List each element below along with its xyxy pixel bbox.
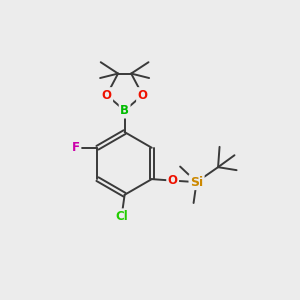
Text: Si: Si — [190, 176, 203, 189]
Text: O: O — [102, 88, 112, 102]
Text: F: F — [72, 141, 80, 154]
Text: O: O — [168, 174, 178, 187]
Text: O: O — [137, 88, 148, 102]
Text: B: B — [120, 104, 129, 117]
Text: Cl: Cl — [115, 210, 128, 223]
